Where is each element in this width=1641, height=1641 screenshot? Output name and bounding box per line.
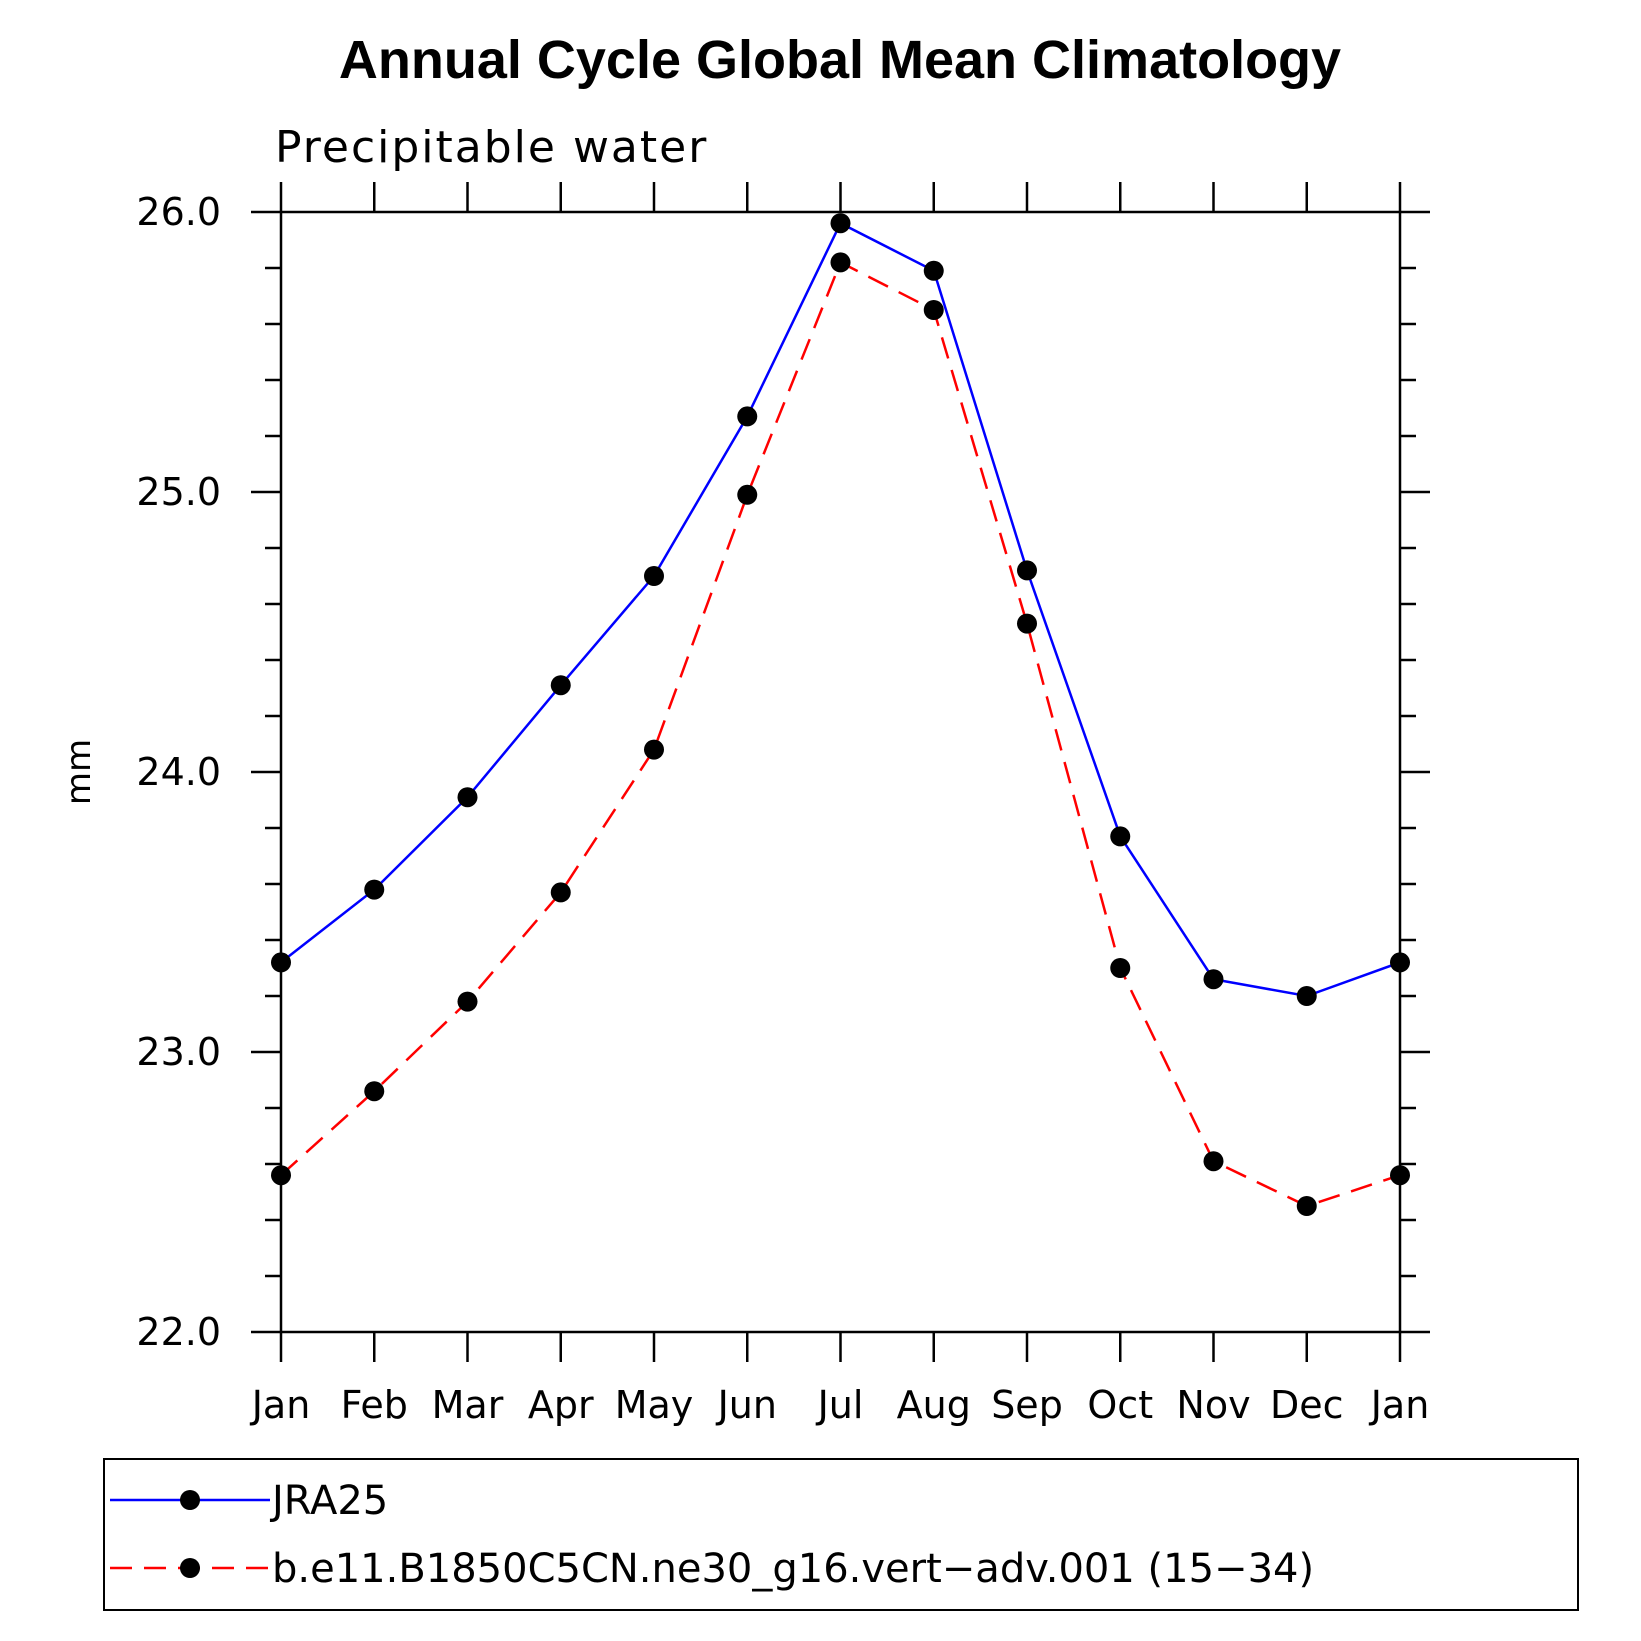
legend-marker-model: [180, 1558, 200, 1578]
x-tick-label: Jul: [816, 1383, 864, 1427]
legend-box: [103, 1458, 1579, 1611]
data-point-series-0: [1203, 969, 1224, 990]
axis-ticks: [251, 182, 1430, 1362]
data-point-series-1: [457, 991, 478, 1012]
x-tick-label: Sep: [991, 1383, 1063, 1427]
y-tick-label: 26.0: [136, 190, 221, 234]
data-point-series-0: [1110, 826, 1131, 847]
legend-marker-jra25: [180, 1490, 200, 1510]
chart-title: Annual Cycle Global Mean Climatology: [339, 30, 1341, 90]
y-tick-label: 22.0: [136, 1310, 221, 1354]
x-tick-label: Feb: [341, 1383, 408, 1427]
y-tick-label: 23.0: [136, 1030, 221, 1074]
x-tick-label: Aug: [897, 1383, 971, 1427]
data-point-series-1: [737, 484, 758, 505]
data-point-series-0: [737, 406, 758, 427]
data-point-series-0: [550, 675, 571, 696]
data-point-series-1: [550, 882, 571, 903]
series-line-1: [280, 260, 1401, 1208]
x-tick-label: Dec: [1270, 1383, 1344, 1427]
data-point-series-0: [923, 260, 944, 281]
data-point-series-1: [830, 252, 851, 273]
series-lines: [271, 213, 1410, 1216]
data-point-series-1: [923, 300, 944, 320]
y-tick-label: 24.0: [136, 750, 221, 794]
x-tick-label: Mar: [432, 1383, 504, 1427]
legend-label-jra25: JRA25: [269, 1478, 388, 1524]
x-tick-label: Oct: [1087, 1383, 1153, 1427]
data-point-series-0: [1296, 986, 1317, 1006]
data-point-series-1: [1017, 613, 1037, 634]
data-point-series-0: [457, 787, 478, 808]
data-point-series-0: [644, 566, 664, 586]
series-line-0: [280, 221, 1401, 998]
data-point-series-0: [830, 213, 851, 234]
legend-label-model: b.e11.B1850C5CN.ne30_g16.vert−adv.001 (1…: [272, 1546, 1314, 1592]
data-point-series-1: [1203, 1151, 1224, 1172]
x-tick-label: Jun: [716, 1383, 777, 1427]
y-tick-label: 25.0: [136, 470, 221, 514]
x-tick-label: May: [615, 1383, 694, 1427]
y-axis-label: mm: [59, 739, 99, 805]
legend: JRA25 b.e11.B1850C5CN.ne30_g16.vert−adv.…: [103, 1458, 1579, 1611]
data-point-series-1: [644, 739, 664, 760]
x-tick-label: Jan: [250, 1383, 311, 1427]
data-point-series-0: [364, 879, 385, 900]
chart-subtitle: Precipitable water: [275, 122, 708, 173]
data-point-series-0: [1017, 560, 1037, 581]
axis-tick-labels: Jan Feb Mar Apr May Jun Jul Aug Sep Oct Nov Dec Jan 2…: [136, 190, 1429, 1427]
x-tick-label: Nov: [1176, 1383, 1250, 1427]
data-point-series-1: [364, 1081, 385, 1102]
plot-frame: [279, 210, 1402, 1334]
data-point-series-1: [1110, 958, 1131, 978]
x-tick-label: Apr: [528, 1383, 594, 1427]
x-tick-label: Jan: [1369, 1383, 1430, 1427]
data-point-series-1: [1296, 1196, 1317, 1216]
